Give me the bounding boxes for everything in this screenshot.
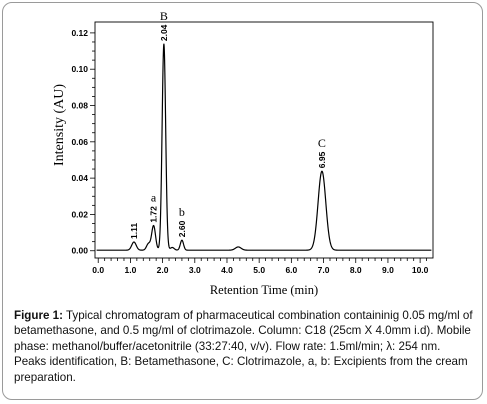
peak-rt-label: 6.95 xyxy=(317,151,327,168)
x-tick-label: 5.0 xyxy=(253,265,265,275)
peak-name-label: B xyxy=(160,9,168,23)
x-tick-label: 6.0 xyxy=(285,265,297,275)
y-tick-label: 0.02 xyxy=(71,209,88,219)
peak-rt-label: 1.72 xyxy=(149,206,159,223)
y-tick-label: 0.04 xyxy=(71,173,88,183)
peak-rt-label: 1.11 xyxy=(129,223,139,239)
plot-area-border xyxy=(94,21,434,259)
peak-labels: 1.11 1.72a 2.04B 2.60b 6.95C xyxy=(129,9,327,239)
x-tick-label: 0.0 xyxy=(92,265,104,275)
x-tick-label: 10.0 xyxy=(412,265,429,275)
x-tick-label: 7.0 xyxy=(318,265,330,275)
x-tick-label: 4.0 xyxy=(221,265,233,275)
y-tick-label: 0.06 xyxy=(71,137,88,147)
y-tick-label: 0.12 xyxy=(71,28,88,38)
figure-caption: Figure 1: Typical chromatogram of pharma… xyxy=(14,308,474,385)
peak-rt-label: 2.60 xyxy=(177,220,187,237)
y-tick-label: 0.08 xyxy=(71,101,88,111)
figure-frame xyxy=(2,2,483,400)
peak-name-label: C xyxy=(318,136,326,150)
chart-axes: 0.0 1.0 2.0 3.0 4.0 5.0 6.0 7.0 8.0 9.0 10.0 0.00 0.… xyxy=(71,21,434,275)
chromatogram-chart: 0.0 1.0 2.0 3.0 4.0 5.0 6.0 7.0 8.0 9.0 10.0 0.00 0.… xyxy=(52,9,434,297)
x-tick-label: 9.0 xyxy=(382,265,394,275)
x-tick-label: 2.0 xyxy=(157,265,169,275)
x-tick-label: 3.0 xyxy=(189,265,201,275)
caption-label: Figure 1: xyxy=(14,309,63,322)
x-tick-label: 8.0 xyxy=(350,265,362,275)
peak-rt-label: 2.04 xyxy=(159,24,169,41)
y-axis-label: Intensity (AU) xyxy=(52,84,67,166)
y-tick-label: 0.00 xyxy=(71,246,88,256)
peak-name-label: b xyxy=(179,205,185,219)
chromatogram-trace xyxy=(96,43,432,251)
caption-text: Typical chromatogram of pharmaceutical c… xyxy=(14,309,473,384)
peak-name-label: a xyxy=(151,191,157,205)
x-tick-label: 1.0 xyxy=(124,265,136,275)
y-tick-label: 0.10 xyxy=(71,64,88,74)
x-axis-label: Retention Time (min) xyxy=(210,283,318,297)
